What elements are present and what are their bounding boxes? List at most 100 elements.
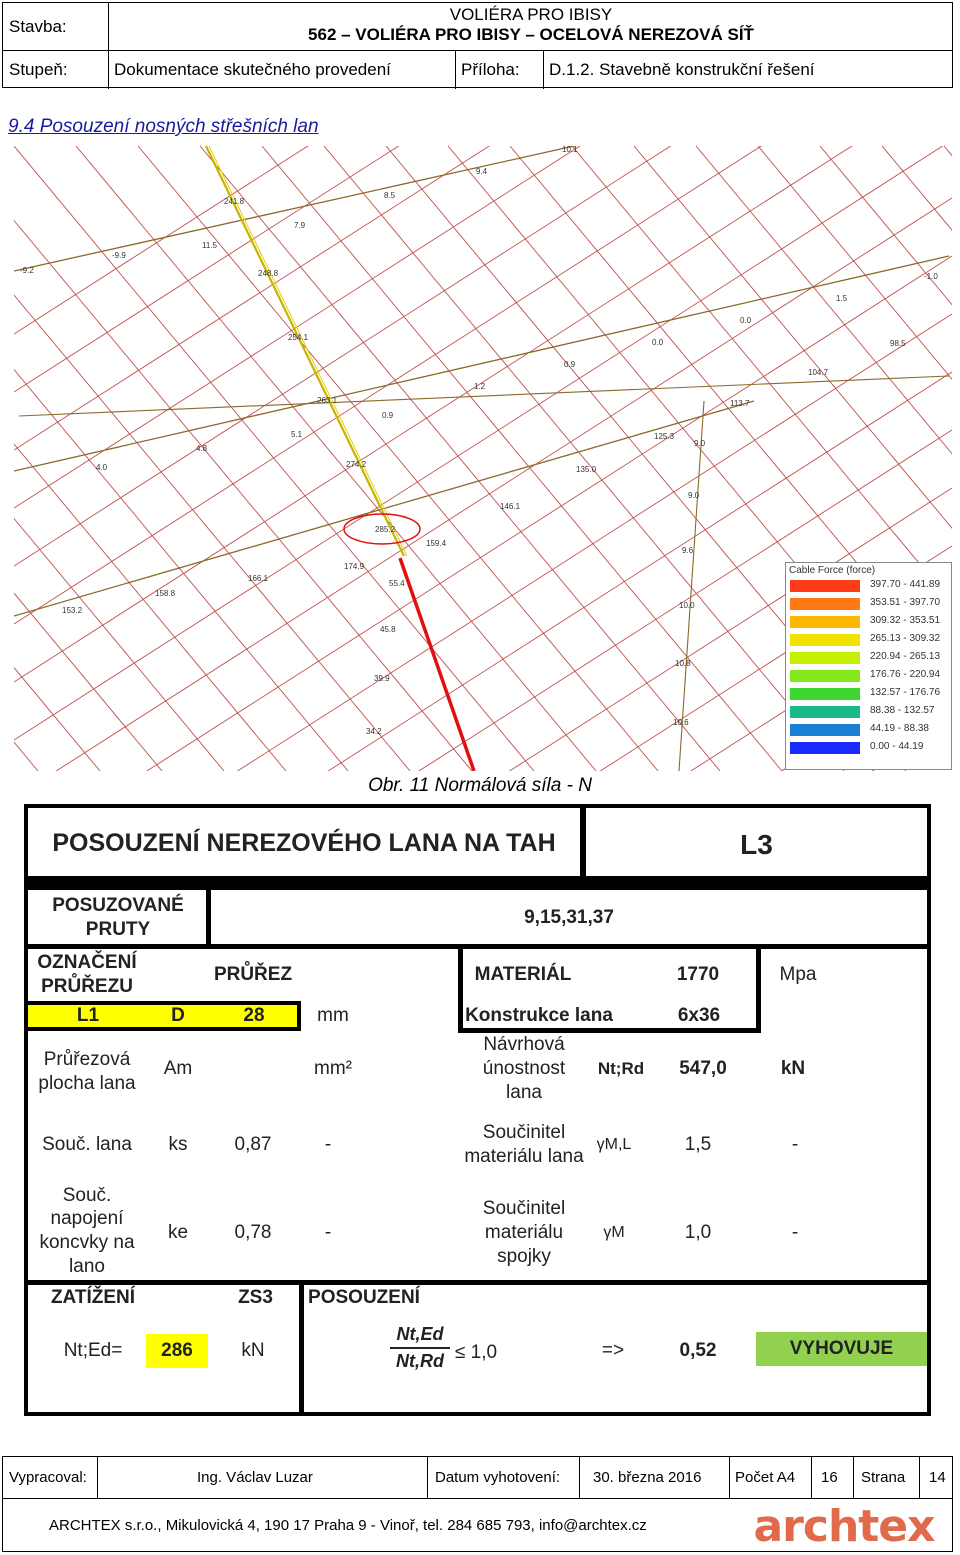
force-value-label: 0.0 bbox=[740, 316, 752, 325]
legend-swatch bbox=[790, 742, 860, 754]
stupen-value: Dokumentace skutečného provedení bbox=[114, 60, 391, 79]
nrd-label: Nt;Rd bbox=[597, 1059, 645, 1079]
legend-item: 44.19 - 88.38 bbox=[790, 723, 950, 737]
legend-range: 309.32 - 353.51 bbox=[870, 615, 941, 626]
posouzeni-label: POSOUZENÍ bbox=[308, 1287, 420, 1309]
posuzovane-pruty-label: POSUZOVANÉ PRUTY bbox=[52, 895, 184, 940]
formula-condition: ≤ 1,0 bbox=[454, 1342, 498, 1364]
legend-title: Cable Force (force) bbox=[789, 565, 876, 576]
gm-symbol: γM bbox=[603, 1224, 625, 1241]
ned-unit: kN bbox=[241, 1340, 265, 1362]
gm-label: Součinitel materiálu spojky bbox=[482, 1198, 566, 1267]
bearing-cable bbox=[14, 146, 575, 272]
section-title: 9.4 Posouzení nosných střešních lan bbox=[8, 116, 319, 137]
force-value-label: 174.9 bbox=[344, 562, 365, 571]
legend-item: 397.70 - 441.89 bbox=[790, 579, 950, 593]
oznaceni-label: OZNAČENÍ PRŮŘEZU bbox=[37, 952, 137, 997]
figure-caption: Obr. 11 Normálová síla - N bbox=[368, 775, 592, 796]
force-value-label: 10.8 bbox=[675, 659, 691, 668]
net-cable bbox=[571, 146, 952, 604]
result-badge: VYHOVUJE bbox=[756, 1332, 927, 1366]
net-cable bbox=[14, 146, 309, 335]
pocet-label: Počet A4 bbox=[735, 1469, 796, 1486]
vypracoval-label: Vypracoval: bbox=[9, 1469, 87, 1486]
net-cable bbox=[236, 313, 952, 771]
legend-item: 176.76 - 220.94 bbox=[790, 669, 950, 683]
force-value-label: 1.2 bbox=[474, 382, 486, 391]
force-value-label: 34.2 bbox=[366, 727, 382, 736]
net-cable bbox=[819, 146, 952, 306]
net-cable bbox=[14, 146, 535, 771]
force-value-label: 0.9 bbox=[382, 411, 394, 420]
gml-unit: - bbox=[791, 1134, 799, 1156]
legend-swatch bbox=[790, 670, 860, 682]
legend-range: 397.70 - 441.89 bbox=[870, 579, 941, 590]
unosnost-label: Návrhová únostnost lana bbox=[482, 1034, 566, 1103]
legend-range: 176.76 - 220.94 bbox=[870, 669, 941, 680]
bearing-cable bbox=[678, 400, 705, 771]
force-value-label: -9.9 bbox=[112, 251, 126, 260]
stupen-label: Stupeň: bbox=[9, 60, 68, 79]
critical-cable bbox=[398, 557, 476, 771]
footer-row-info: Vypracoval: Ing. Václav Luzar Datum vyho… bbox=[3, 1457, 952, 1499]
main-cable bbox=[205, 146, 405, 557]
document-footer: Vypracoval: Ing. Václav Luzar Datum vyho… bbox=[2, 1456, 953, 1552]
net-cable bbox=[14, 146, 853, 683]
force-value-label: 263.1 bbox=[317, 396, 338, 405]
ks-value: 0,87 bbox=[234, 1134, 272, 1156]
net-cable bbox=[757, 146, 952, 380]
section-name: L1 bbox=[76, 1005, 100, 1027]
force-value-label: -9.2 bbox=[20, 266, 34, 275]
force-value-label: 98.5 bbox=[890, 339, 906, 348]
ks-label: ks bbox=[168, 1134, 188, 1156]
souc-lana-label: Souč. lana bbox=[42, 1134, 132, 1156]
net-cable bbox=[695, 146, 952, 455]
legend-range: 265.13 - 309.32 bbox=[870, 633, 941, 644]
force-value-label: 4.0 bbox=[96, 463, 108, 472]
net-cable bbox=[14, 592, 163, 771]
net-cable bbox=[14, 368, 349, 771]
arrow: => bbox=[601, 1340, 625, 1362]
datum-label: Datum vyhotovení: bbox=[435, 1469, 561, 1486]
stavba-line2: 562 – VOLIÉRA PRO IBISY – OCELOVÁ NEREZO… bbox=[308, 25, 754, 44]
force-value-label: 166.1 bbox=[248, 574, 269, 583]
net-cable bbox=[55, 197, 952, 771]
net-cable bbox=[199, 146, 721, 771]
legend-item: 309.32 - 353.51 bbox=[790, 615, 950, 629]
section-row-highlight bbox=[28, 1001, 301, 1031]
material-unit: Mpa bbox=[779, 964, 817, 986]
legend-item: 88.38 - 132.57 bbox=[790, 705, 950, 719]
am-unit: mm² bbox=[314, 1058, 352, 1080]
force-value-label: 9.6 bbox=[682, 546, 694, 555]
force-value-label: 1.5 bbox=[836, 294, 848, 303]
gml-label: Součinitel materiálu lana bbox=[464, 1122, 584, 1167]
legend-range: 88.38 - 132.57 bbox=[870, 705, 935, 716]
force-value-label: 158.8 bbox=[155, 589, 176, 598]
force-value-label: 45.8 bbox=[380, 625, 396, 634]
net-cable bbox=[14, 666, 101, 771]
calc-table: POSOUZENÍ NEREZOVÉHO LANA NA TAH L3 POSU… bbox=[24, 804, 931, 1416]
force-value-label: 5.1 bbox=[291, 430, 303, 439]
souc-napojeni-label: Souč. napojení koncvky na lano bbox=[39, 1184, 135, 1277]
net-cable bbox=[261, 146, 783, 771]
konstrukce-value: 6x36 bbox=[677, 1005, 721, 1027]
force-value-label: 241.8 bbox=[224, 197, 245, 206]
bearing-cable bbox=[14, 255, 950, 472]
net-cable bbox=[75, 146, 597, 771]
force-value-label: 10.6 bbox=[673, 718, 689, 727]
material-value: 1770 bbox=[676, 964, 720, 986]
net-cable bbox=[323, 146, 845, 771]
force-value-label: 113.7 bbox=[730, 399, 750, 408]
legend-item: 265.13 - 309.32 bbox=[790, 633, 950, 647]
net-cable bbox=[14, 146, 944, 741]
net-cable bbox=[14, 146, 581, 509]
net-cable bbox=[14, 146, 672, 567]
force-value-label: 125.3 bbox=[654, 432, 675, 441]
net-cable bbox=[14, 219, 473, 771]
cable-force-legend: Cable Force (force) 397.70 - 441.89 353.5… bbox=[785, 562, 952, 770]
document-header: Stavba: VOLIÉRA PRO IBISY 562 – VOLIÉRA … bbox=[2, 2, 953, 89]
force-value-label: 159.4 bbox=[426, 539, 447, 548]
force-value-label: 11.5 bbox=[202, 241, 218, 250]
force-value-label: 39.9 bbox=[374, 674, 390, 683]
force-value-label: 8.5 bbox=[384, 191, 396, 200]
